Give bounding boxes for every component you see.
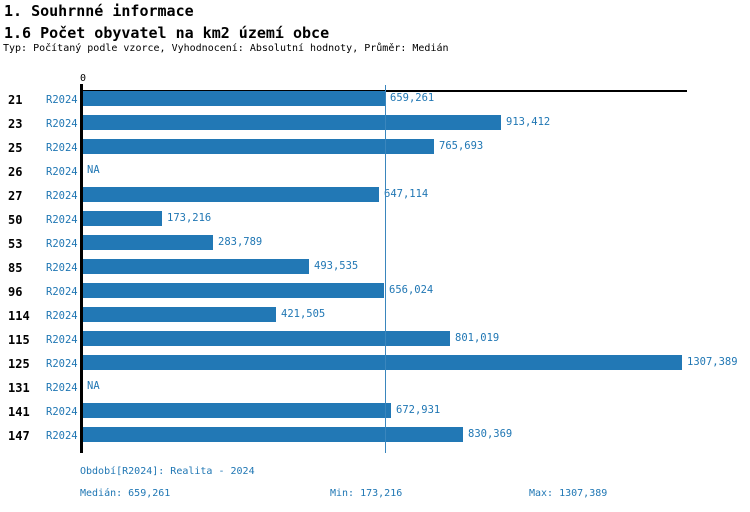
series-tag: R2024 — [46, 238, 78, 250]
bar-row: 27 R2024 647,114 — [0, 187, 750, 211]
series-tag: R2024 — [46, 118, 78, 130]
category-label: 125 — [8, 357, 30, 371]
bar — [83, 355, 682, 370]
category-label: 50 — [8, 213, 23, 227]
value-label: 765,693 — [439, 140, 484, 152]
series-tag: R2024 — [46, 406, 78, 418]
bar — [83, 91, 385, 106]
category-label: 27 — [8, 189, 23, 203]
value-label: 173,216 — [167, 212, 212, 224]
series-tag: R2024 — [46, 94, 78, 106]
value-label: 913,412 — [506, 116, 551, 128]
bar-row: 26 R2024 NA — [0, 163, 750, 187]
series-tag: R2024 — [46, 382, 78, 394]
bar-row: 115 R2024 801,019 — [0, 331, 750, 355]
category-label: 114 — [8, 309, 30, 323]
value-label: 421,505 — [281, 308, 326, 320]
chart-subtitle: Typ: Počítaný podle vzorce, Vyhodnocení:… — [3, 43, 449, 54]
category-label: 96 — [8, 285, 23, 299]
bar — [83, 283, 384, 298]
bar — [83, 139, 434, 154]
category-label: 26 — [8, 165, 23, 179]
series-tag: R2024 — [46, 166, 78, 178]
bar — [83, 403, 391, 418]
series-tag: R2024 — [46, 334, 78, 346]
bar — [83, 235, 213, 250]
footer-period-label: Období[R2024]: Realita - 2024 — [80, 466, 255, 477]
category-label: 23 — [8, 117, 23, 131]
footer-median-stat: Medián: 659,261 — [80, 488, 171, 499]
bar — [83, 427, 463, 442]
bar-row: 21 R2024 659,261 — [0, 91, 750, 115]
value-label: 830,369 — [468, 428, 513, 440]
series-tag: R2024 — [46, 190, 78, 202]
report-section-title: 1. Souhrnné informace — [4, 2, 194, 20]
na-label: NA — [87, 164, 100, 176]
value-label: 672,931 — [396, 404, 441, 416]
category-label: 147 — [8, 429, 30, 443]
value-label: 659,261 — [390, 92, 435, 104]
series-tag: R2024 — [46, 214, 78, 226]
series-tag: R2024 — [46, 142, 78, 154]
series-tag: R2024 — [46, 310, 78, 322]
value-label: 801,019 — [455, 332, 500, 344]
category-label: 53 — [8, 237, 23, 251]
bar — [83, 307, 276, 322]
bar-row: 50 R2024 173,216 — [0, 211, 750, 235]
bar-row: 85 R2024 493,535 — [0, 259, 750, 283]
chart-title: 1.6 Počet obyvatel na km2 území obce — [4, 24, 330, 42]
bar-row: 53 R2024 283,789 — [0, 235, 750, 259]
bar — [83, 331, 450, 346]
bar-row: 23 R2024 913,412 — [0, 115, 750, 139]
bar-row: 147 R2024 830,369 — [0, 427, 750, 451]
series-tag: R2024 — [46, 262, 78, 274]
median-line — [385, 85, 386, 453]
bar — [83, 115, 501, 130]
footer-min-stat: Min: 173,216 — [330, 488, 403, 499]
category-label: 85 — [8, 261, 23, 275]
bar-row: 114 R2024 421,505 — [0, 307, 750, 331]
value-label: 1307,389 — [687, 356, 738, 368]
bar-row: 96 R2024 656,024 — [0, 283, 750, 307]
x-axis-zero-tick-label: 0 — [79, 73, 87, 84]
value-label: 647,114 — [384, 188, 429, 200]
value-label: 283,789 — [218, 236, 263, 248]
bar — [83, 187, 379, 202]
na-label: NA — [87, 380, 100, 392]
bar-row: 131 R2024 NA — [0, 379, 750, 403]
value-label: 493,535 — [314, 260, 359, 272]
category-label: 141 — [8, 405, 30, 419]
bar-row: 25 R2024 765,693 — [0, 139, 750, 163]
category-label: 131 — [8, 381, 30, 395]
bar — [83, 211, 162, 226]
series-tag: R2024 — [46, 358, 78, 370]
category-label: 21 — [8, 93, 23, 107]
series-tag: R2024 — [46, 430, 78, 442]
bar — [83, 259, 309, 274]
bar-row: 141 R2024 672,931 — [0, 403, 750, 427]
footer-max-stat: Max: 1307,389 — [529, 488, 608, 499]
bar-row: 125 R2024 1307,389 — [0, 355, 750, 379]
series-tag: R2024 — [46, 286, 78, 298]
value-label: 656,024 — [389, 284, 434, 296]
category-label: 115 — [8, 333, 30, 347]
category-label: 25 — [8, 141, 23, 155]
y-axis-line — [80, 84, 83, 453]
